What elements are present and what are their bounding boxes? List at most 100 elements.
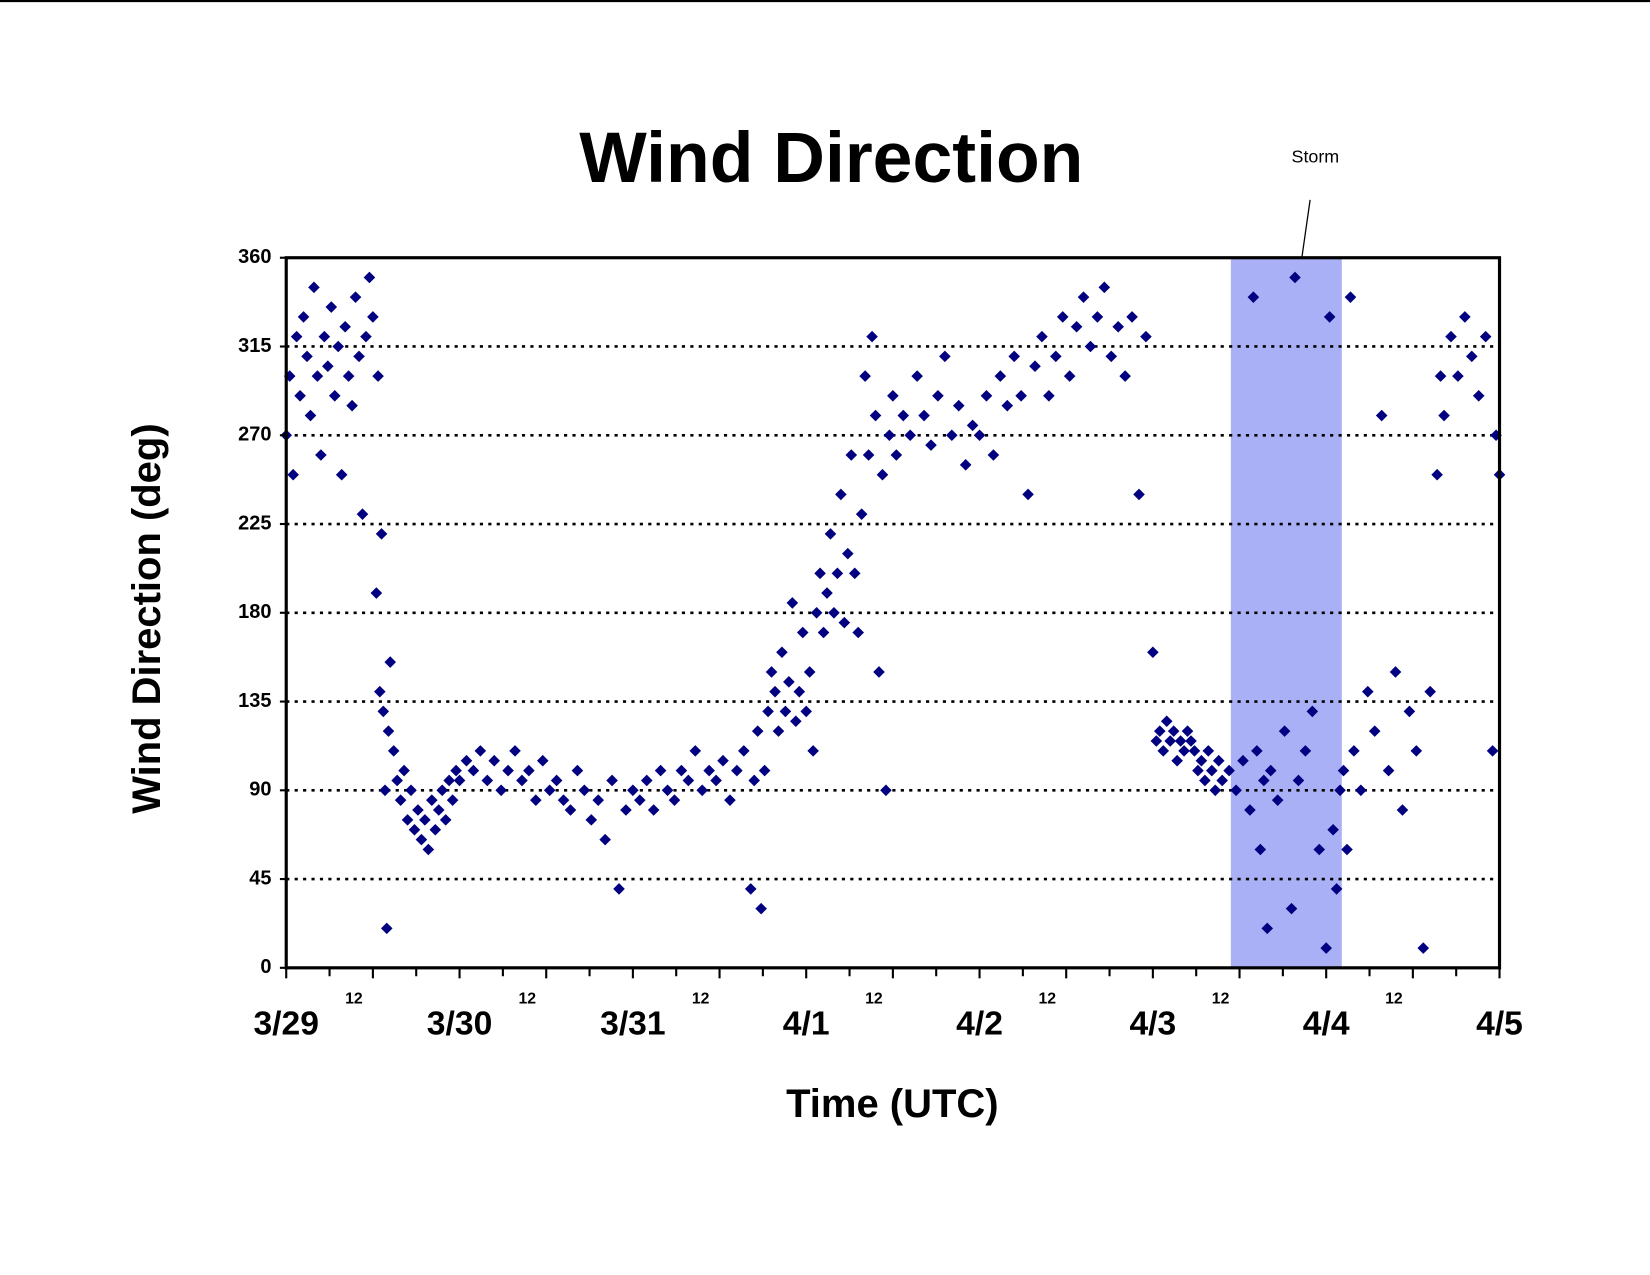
data-point <box>1188 745 1201 757</box>
data-point <box>1472 390 1485 402</box>
data-point <box>1015 390 1027 402</box>
data-point <box>550 774 563 787</box>
data-point <box>294 390 306 402</box>
data-point <box>1434 370 1447 382</box>
data-point <box>793 685 806 698</box>
data-point <box>1199 774 1211 787</box>
data-point <box>432 804 445 816</box>
data-point <box>1150 735 1163 747</box>
data-point <box>1417 942 1430 954</box>
data-point <box>599 833 611 846</box>
data-point <box>1323 311 1336 323</box>
data-point <box>790 715 802 728</box>
data-point <box>1084 340 1097 353</box>
data-point <box>897 409 910 422</box>
data-point <box>821 587 833 599</box>
data-point <box>1237 754 1249 767</box>
data-point <box>887 390 899 402</box>
data-point <box>523 764 535 777</box>
data-point <box>765 666 778 678</box>
data-point <box>335 468 348 481</box>
data-point <box>375 528 388 540</box>
data-point <box>488 754 501 767</box>
y-tick-label: 135 <box>238 690 271 712</box>
data-point <box>571 764 584 777</box>
x-tick-label-hour: 12 <box>692 991 710 1008</box>
data-point <box>869 409 882 422</box>
y-tick-label: 180 <box>238 601 271 623</box>
data-point <box>322 360 334 373</box>
data-point <box>380 922 393 935</box>
data-point <box>398 764 410 777</box>
data-point <box>911 370 923 382</box>
data-point <box>855 508 868 520</box>
data-point <box>890 449 903 461</box>
y-tick-label: 0 <box>260 956 271 978</box>
data-point <box>1466 350 1478 363</box>
y-tick-label: 360 <box>238 246 271 268</box>
data-point <box>287 468 299 481</box>
data-point <box>1271 794 1284 806</box>
data-point <box>828 606 840 619</box>
data-point <box>769 685 781 698</box>
x-tick-label-hour: 12 <box>1038 991 1056 1008</box>
data-point <box>1261 922 1274 935</box>
plot-frame <box>284 256 1502 970</box>
x-tick-label-hour: 12 <box>345 991 363 1008</box>
data-point <box>1486 745 1499 757</box>
data-point <box>883 429 896 442</box>
data-point <box>377 705 390 718</box>
data-point <box>647 804 660 816</box>
data-point <box>1216 774 1228 787</box>
data-point <box>831 567 844 580</box>
data-point <box>1160 715 1173 728</box>
data-point <box>450 764 462 777</box>
data-point <box>325 301 338 313</box>
data-point <box>703 764 715 777</box>
data-point <box>634 794 646 806</box>
data-point <box>1140 330 1152 343</box>
data-point <box>509 745 521 757</box>
data-point <box>838 616 851 629</box>
data-point <box>859 370 871 382</box>
data-point <box>1452 370 1464 382</box>
data-point <box>606 774 618 787</box>
data-point <box>980 390 993 402</box>
data-point <box>318 330 331 343</box>
storm-annotation: Storm <box>1292 147 1340 167</box>
data-point <box>1247 291 1260 303</box>
data-point <box>346 399 358 412</box>
data-point <box>304 409 317 422</box>
data-point <box>1334 784 1346 797</box>
data-point <box>481 774 494 787</box>
data-point <box>379 784 391 797</box>
data-point <box>1077 291 1090 303</box>
data-point <box>328 390 341 402</box>
data-point <box>779 705 792 718</box>
data-point <box>918 409 930 422</box>
data-point <box>731 764 743 777</box>
x-tick-label: 4/5 <box>1476 1006 1523 1043</box>
data-point <box>675 764 688 777</box>
data-point <box>1299 745 1312 757</box>
x-tick-label: 3/31 <box>600 1006 666 1043</box>
data-point <box>925 439 937 451</box>
y-tick-label: 45 <box>249 867 271 889</box>
data-point <box>1195 754 1208 767</box>
data-point <box>1178 745 1190 757</box>
data-point <box>1112 320 1124 333</box>
data-point <box>939 350 951 363</box>
data-point <box>1171 754 1183 767</box>
data-point <box>755 902 767 915</box>
data-point <box>814 567 826 580</box>
data-point <box>1459 311 1471 323</box>
x-tick-label: 4/1 <box>783 1006 830 1043</box>
data-point <box>502 764 514 777</box>
data-point <box>800 705 812 718</box>
data-point <box>315 449 327 461</box>
data-point <box>401 814 414 826</box>
data-point <box>370 587 383 599</box>
data-point <box>564 804 577 816</box>
data-point <box>1344 291 1357 303</box>
